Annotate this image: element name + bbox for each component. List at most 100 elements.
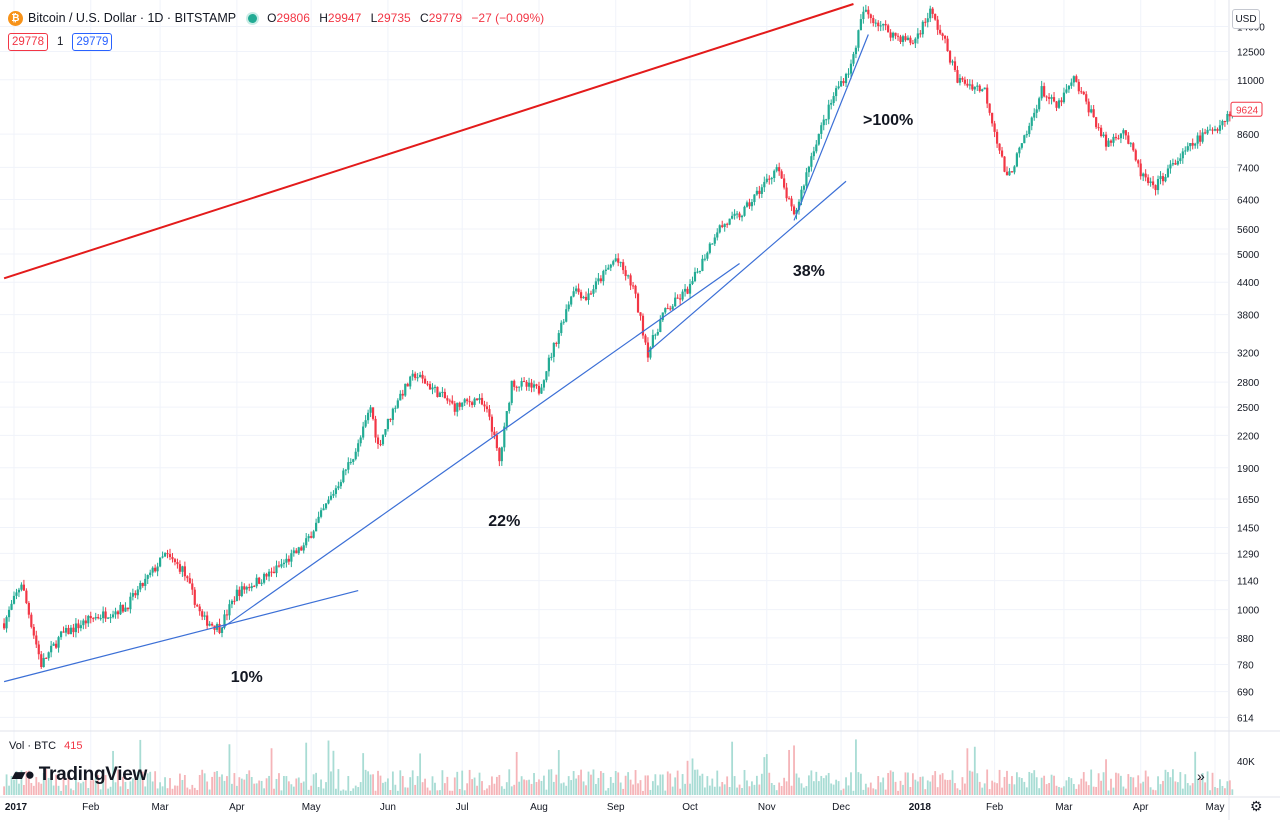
volume-bar xyxy=(456,771,459,795)
currency-selector[interactable]: USD xyxy=(1232,9,1260,29)
candle-body xyxy=(911,42,914,44)
volume-bar xyxy=(109,786,112,795)
candle-body xyxy=(389,418,392,420)
candle-body xyxy=(1161,176,1165,182)
volume-bar xyxy=(1058,786,1060,795)
candle-body xyxy=(471,402,474,405)
volume-bar xyxy=(845,777,847,795)
candle-body xyxy=(854,47,858,55)
candle-body xyxy=(114,611,117,615)
volume-bar xyxy=(1110,778,1112,795)
sell-price-button[interactable]: 29778 xyxy=(8,33,48,51)
candle-body xyxy=(379,444,382,446)
candle-body xyxy=(550,356,553,358)
volume-bar xyxy=(753,784,756,795)
volume-bar xyxy=(1097,773,1100,795)
volume-bar xyxy=(545,789,548,795)
tradingview-logo[interactable]: ▰● TradingView xyxy=(12,764,148,785)
candle-body xyxy=(758,190,761,194)
volume-bar xyxy=(718,786,721,795)
volume-bar xyxy=(1149,787,1152,795)
candle-body xyxy=(998,143,1001,151)
candle-body xyxy=(988,103,991,113)
volume-bar xyxy=(557,750,560,795)
candle-body xyxy=(859,19,862,31)
volume-bar xyxy=(387,778,389,795)
volume-bar xyxy=(622,788,625,795)
candle-body xyxy=(1028,125,1031,135)
volume-bar xyxy=(619,782,622,795)
volume-bar xyxy=(285,776,288,795)
volume-bar xyxy=(235,785,238,795)
candle-body xyxy=(562,321,565,323)
volume-bar xyxy=(317,787,320,795)
symbol-title[interactable]: Bitcoin / U.S. Dollar · 1D · BITSTAMP xyxy=(28,11,237,25)
volume-bar xyxy=(226,776,228,795)
volume-bar xyxy=(20,770,23,795)
candle-body xyxy=(446,398,449,401)
volume-bar xyxy=(79,783,82,795)
candle-body xyxy=(607,267,610,270)
candle-body xyxy=(1171,163,1175,165)
volume-bar xyxy=(181,779,184,795)
candle-body xyxy=(882,24,885,26)
volume-bar xyxy=(1209,790,1211,795)
candle-body xyxy=(649,347,652,358)
candle-body xyxy=(282,562,286,565)
candle-body xyxy=(812,151,815,157)
volume-bar xyxy=(1228,780,1231,795)
volume-bar xyxy=(842,788,845,795)
volume-bar xyxy=(585,785,587,795)
candle-body xyxy=(778,167,781,172)
volume-bar xyxy=(736,787,738,795)
candle-body xyxy=(612,261,615,265)
volume-bar xyxy=(530,783,533,795)
volume-bar xyxy=(221,774,223,795)
candle-body xyxy=(748,202,751,207)
volume-bar xyxy=(161,786,164,795)
candle-body xyxy=(760,187,763,194)
volume-bar xyxy=(481,781,483,795)
gear-icon[interactable]: ⚙ xyxy=(1250,798,1263,814)
volume-bar xyxy=(810,770,813,795)
candle-body xyxy=(423,378,427,384)
candle-body xyxy=(723,223,726,227)
candle-body xyxy=(206,615,209,626)
volume-bar xyxy=(768,772,771,795)
candle-body xyxy=(119,604,122,615)
volume-bar xyxy=(1085,781,1088,795)
candle-body xyxy=(619,262,622,264)
volume-bar xyxy=(344,790,347,795)
candle-body xyxy=(924,21,927,23)
candle-body xyxy=(310,536,313,538)
candle-body xyxy=(151,567,154,573)
candle-body xyxy=(32,626,35,636)
volume-bar xyxy=(394,784,397,795)
candle-body xyxy=(743,206,746,216)
volume-bar xyxy=(391,771,394,795)
candle-body xyxy=(183,566,186,577)
candle-body xyxy=(30,614,33,627)
volume-bar xyxy=(117,769,119,795)
volume-bar xyxy=(87,788,90,795)
candle-body xyxy=(478,397,481,400)
buy-price-button[interactable]: 29779 xyxy=(72,33,113,51)
time-tick-label: Nov xyxy=(758,802,776,813)
candle-body xyxy=(537,385,541,394)
candle-body xyxy=(1040,86,1043,99)
candle-body xyxy=(641,315,645,336)
candle-body xyxy=(7,609,11,618)
candle-body xyxy=(339,482,342,487)
candle-body xyxy=(589,293,593,295)
volume-bar xyxy=(785,781,788,795)
candle-body xyxy=(978,85,981,92)
candle-body xyxy=(357,443,360,452)
scroll-to-realtime-icon[interactable]: » xyxy=(1197,768,1205,784)
volume-bar xyxy=(297,777,300,795)
candle-body xyxy=(631,285,635,287)
volume-bar xyxy=(463,790,466,795)
volume-bar xyxy=(758,784,761,795)
volume-bar xyxy=(169,778,171,795)
candle-body xyxy=(639,312,642,316)
